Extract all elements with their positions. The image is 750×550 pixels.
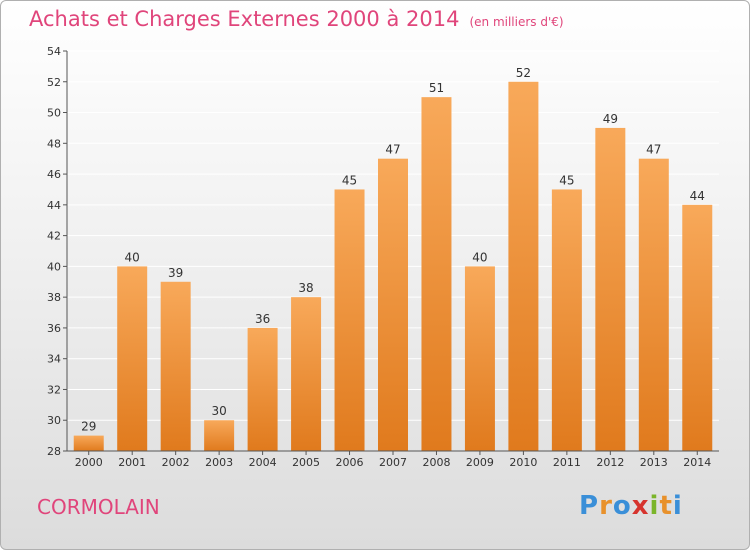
y-tick-label: 38 [47, 291, 61, 304]
proxiti-logo[interactable]: Proxiti [579, 491, 683, 521]
chart-title: Achats et Charges Externes 2000 à 2014 (e… [29, 7, 564, 31]
y-axis: 28 30 32 34 36 38 40 42 44 46 48 50 52 54 [47, 45, 68, 458]
bar-2001 [117, 266, 148, 451]
bar-value-label: 44 [690, 189, 705, 203]
logo-letter: o [612, 491, 632, 521]
y-tick-label: 48 [47, 137, 61, 150]
x-tick-label: 2001 [118, 456, 146, 469]
x-tick-label: 2010 [509, 456, 537, 469]
y-tick-label: 44 [47, 199, 61, 212]
bar-value-label: 45 [559, 173, 574, 187]
x-tick-label: 2013 [640, 456, 668, 469]
x-tick-label: 2009 [466, 456, 494, 469]
x-tick-label: 2005 [292, 456, 320, 469]
bar-value-label: 29 [81, 420, 96, 434]
bar-value-label: 49 [603, 112, 618, 126]
y-tick-label: 42 [47, 230, 61, 243]
bar-value-label: 51 [429, 81, 444, 95]
chart-title-text: Achats et Charges Externes 2000 à 2014 [29, 7, 460, 31]
x-axis: 2000 2001 2002 2003 2004 2005 2006 2007 2008 2009… [67, 450, 719, 469]
y-tick-label: 40 [47, 260, 61, 273]
x-tick-label: 2007 [379, 456, 407, 469]
x-tick-label: 2012 [596, 456, 624, 469]
logo-letter: i [649, 491, 660, 521]
bar-2005 [291, 297, 322, 451]
bar-2006 [334, 189, 365, 451]
bars: 29 40 39 30 36 38 45 47 51 40 52 45 49 47 44 [73, 66, 713, 452]
bar-2013 [638, 158, 669, 451]
bar-value-label: 40 [472, 250, 487, 264]
bar-value-label: 40 [125, 250, 140, 264]
bar-value-label: 30 [211, 404, 226, 418]
bar-2000 [73, 435, 104, 451]
bar-value-label: 47 [646, 143, 661, 157]
bar-2007 [378, 158, 408, 451]
bar-value-label: 52 [516, 66, 531, 80]
x-tick-label: 2008 [422, 456, 450, 469]
y-tick-label: 46 [47, 168, 61, 181]
y-tick-label: 50 [47, 107, 61, 120]
logo-letter: x [631, 491, 650, 521]
bar-2011 [551, 189, 582, 451]
bar-2002 [160, 281, 191, 451]
x-tick-label: 2000 [75, 456, 103, 469]
bar-value-label: 45 [342, 173, 357, 187]
y-tick-label: 34 [47, 353, 61, 366]
bar-2003 [204, 420, 235, 451]
logo-letter: i [672, 491, 683, 521]
logo-letter: t [659, 491, 673, 521]
bar-2009 [464, 266, 495, 451]
x-tick-label: 2004 [249, 456, 277, 469]
x-tick-label: 2011 [553, 456, 581, 469]
y-tick-label: 52 [47, 76, 61, 89]
bar-value-label: 38 [298, 281, 313, 295]
y-tick-label: 30 [47, 414, 61, 427]
bar-2012 [595, 127, 626, 451]
x-tick-label: 2002 [162, 456, 190, 469]
bar-value-label: 47 [385, 143, 400, 157]
y-tick-label: 36 [47, 322, 61, 335]
logo-letter: r [599, 491, 613, 521]
bar-2008 [421, 97, 452, 452]
logo-letter: P [579, 491, 600, 521]
y-tick-label: 32 [47, 383, 61, 396]
chart-unit: (en milliers d'€) [469, 15, 564, 29]
bar-value-label: 39 [168, 266, 183, 280]
bar-2004 [247, 327, 278, 451]
bar-2010 [508, 81, 539, 452]
commune-name: CORMOLAIN [37, 495, 160, 519]
y-tick-label: 54 [47, 45, 61, 58]
bar-2014 [682, 204, 713, 451]
x-tick-label: 2006 [336, 456, 364, 469]
bar-value-label: 36 [255, 312, 270, 326]
x-tick-label: 2014 [683, 456, 711, 469]
y-tick-label: 28 [47, 445, 61, 458]
x-tick-label: 2003 [205, 456, 233, 469]
